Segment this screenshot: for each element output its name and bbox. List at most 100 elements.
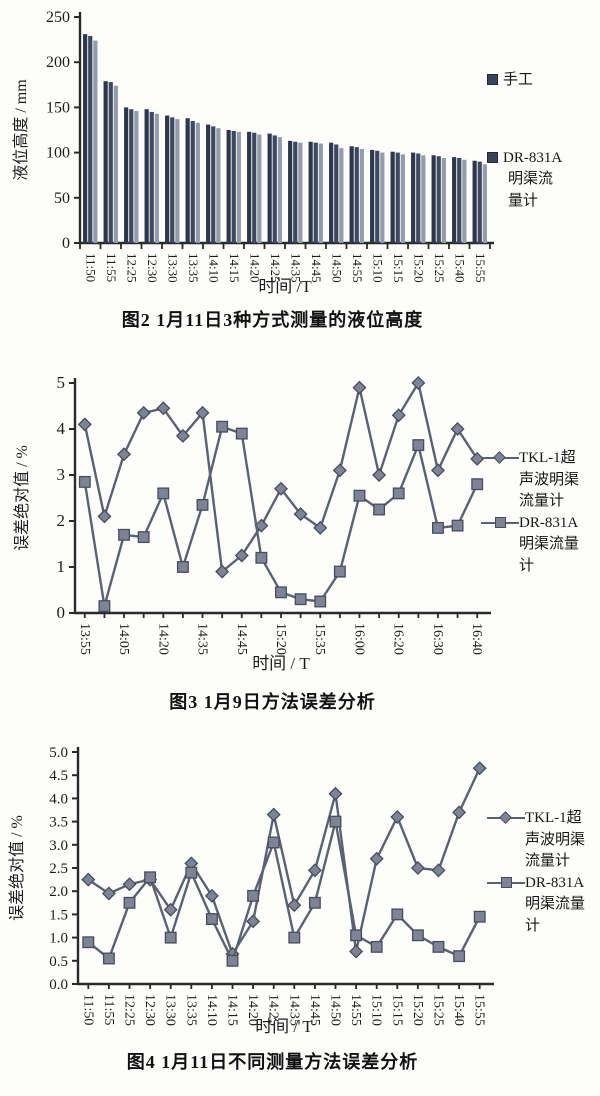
svg-text:时间 / T: 时间 / T [255,1017,313,1036]
svg-text:15:15: 15:15 [389,994,404,1026]
svg-text:14:25: 14:25 [266,994,281,1026]
figure-2-caption: 图2 1月11日3种方式测量的液位高度 [121,310,424,330]
svg-text:14:50: 14:50 [329,253,344,283]
svg-text:1: 1 [57,557,66,576]
svg-text:1.0: 1.0 [49,931,68,947]
svg-text:15:35: 15:35 [312,623,327,655]
svg-text:14:45: 14:45 [309,253,324,283]
svg-text:250: 250 [46,9,70,26]
svg-text:0.5: 0.5 [49,954,68,970]
svg-text:13:55: 13:55 [77,623,92,655]
svg-text:16:00: 16:00 [351,623,366,655]
svg-text:13:35: 13:35 [183,994,198,1026]
svg-text:15:20: 15:20 [273,623,288,655]
legend-diamond-marker-icon [481,448,519,469]
svg-text:3.5: 3.5 [49,815,68,831]
svg-text:13:30: 13:30 [163,994,178,1026]
svg-text:16:30: 16:30 [430,623,445,655]
legend-label: DR-831A 明渠流 量计 [503,149,563,209]
legend-label: 手工 [503,72,534,88]
legend-label: DR-831A 明渠流量 计 [525,874,586,934]
svg-text:14:55: 14:55 [348,994,363,1026]
svg-text:时间 / T: 时间 / T [252,654,310,673]
svg-text:12:25: 12:25 [124,253,139,283]
svg-text:14:15: 14:15 [227,253,242,283]
svg-text:15:40: 15:40 [452,253,467,283]
svg-text:14:20: 14:20 [245,994,260,1026]
bar-chart-liquid-level: 0 50 100 150 200 250 液位高度 / mm 时间 /T 11:50 11:55 1… [12,9,494,296]
svg-text:13:30: 13:30 [165,253,180,283]
legend-label: DR-831A 明渠流量 计 [519,514,580,574]
svg-text:2.5: 2.5 [49,861,68,877]
svg-text:12:25: 12:25 [122,994,137,1026]
svg-text:15:20: 15:20 [410,994,425,1026]
legend-square-icon [487,74,498,85]
svg-text:150: 150 [46,99,70,116]
svg-text:0: 0 [62,235,70,252]
svg-text:5.0: 5.0 [49,745,68,761]
svg-text:15:20: 15:20 [411,253,426,283]
svg-text:11:50: 11:50 [83,253,98,282]
legend-item-dr831a: DR-831A 明渠流 量计 [487,148,599,213]
svg-text:14:10: 14:10 [206,253,221,283]
svg-text:11:50: 11:50 [80,994,95,1025]
legend-square-icon [487,151,498,163]
legend-square-marker-icon [481,513,519,534]
svg-text:13:35: 13:35 [186,253,201,283]
legend-label: TKL-1超 声波明渠 流量计 [525,810,586,869]
line-chart-jan11-error: 0.0 0.5 1.0 1.5 2.0 2.5 3.0 3.5 4.0 4.5 5.0 误差绝对值 /… [8,745,494,1036]
svg-text:14:50: 14:50 [328,994,343,1026]
svg-text:11:55: 11:55 [104,253,119,282]
legend-item-tkl1: TKL-1超 声波明渠 流量计 [487,808,600,873]
svg-text:误差绝对值 / %: 误差绝对值 / % [8,815,26,921]
svg-text:4.5: 4.5 [49,768,68,784]
svg-text:4: 4 [57,419,66,438]
figure-4-caption: 图4 1月11日不同测量方法误差分析 [126,1052,419,1072]
svg-text:液位高度 / mm: 液位高度 / mm [12,79,30,181]
legend-item-manual: 手工 [487,70,599,92]
svg-text:14:15: 14:15 [225,994,240,1026]
svg-text:14:05: 14:05 [116,623,131,655]
svg-text:12:30: 12:30 [145,253,160,283]
svg-text:200: 200 [46,54,70,71]
line-chart-legend: TKL-1超 声波明渠 流量计 DR-831A 明渠流量 计 [487,808,600,937]
svg-text:11:55: 11:55 [101,994,116,1025]
svg-text:0.0: 0.0 [49,977,68,993]
svg-text:15:40: 15:40 [451,994,466,1026]
svg-text:14:45: 14:45 [234,623,249,655]
svg-text:2: 2 [57,511,66,530]
svg-text:14:20: 14:20 [155,623,170,655]
svg-text:16:40: 16:40 [469,623,484,655]
legend-square-marker-icon [487,873,525,894]
svg-text:15:10: 15:10 [370,253,385,283]
svg-text:时间 /T: 时间 /T [258,277,312,296]
svg-text:14:10: 14:10 [204,994,219,1026]
svg-text:15:25: 15:25 [432,253,447,283]
svg-text:15:55: 15:55 [472,994,487,1026]
svg-text:3.0: 3.0 [49,838,68,854]
figure-3-caption: 图3 1月9日方法误差分析 [169,692,376,712]
bar-chart-legend: 手工 DR-831A 明渠流 量计 [487,70,599,212]
svg-text:3: 3 [57,465,66,484]
svg-text:误差绝对值 / %: 误差绝对值 / % [13,445,31,551]
line-chart-jan9-error: 0 1 2 3 4 5 误差绝对值 / % 时间 / T 13:55 14:05 14:20 14:3… [13,373,491,673]
svg-text:14:25: 14:25 [268,253,283,283]
svg-text:15:55: 15:55 [473,253,488,283]
svg-text:14:35: 14:35 [286,994,301,1026]
svg-text:15:15: 15:15 [391,253,406,283]
line-chart-legend: TKL-1超 声波明渠 流量计 DR-831A 明渠流量 计 [481,448,599,577]
svg-text:5: 5 [57,373,66,392]
svg-text:15:10: 15:10 [369,994,384,1026]
svg-text:100: 100 [46,145,70,162]
legend-item-dr831a: DR-831A 明渠流量 计 [481,513,599,578]
legend-item-tkl1: TKL-1超 声波明渠 流量计 [481,448,599,513]
svg-text:14:35: 14:35 [288,253,303,283]
svg-text:4.0: 4.0 [49,791,68,807]
legend-diamond-marker-icon [487,808,525,829]
svg-text:14:45: 14:45 [307,994,322,1026]
svg-text:14:20: 14:20 [247,253,262,283]
svg-text:12:30: 12:30 [142,994,157,1026]
legend-label: TKL-1超 声波明渠 流量计 [519,450,580,509]
svg-text:1.5: 1.5 [49,907,68,923]
